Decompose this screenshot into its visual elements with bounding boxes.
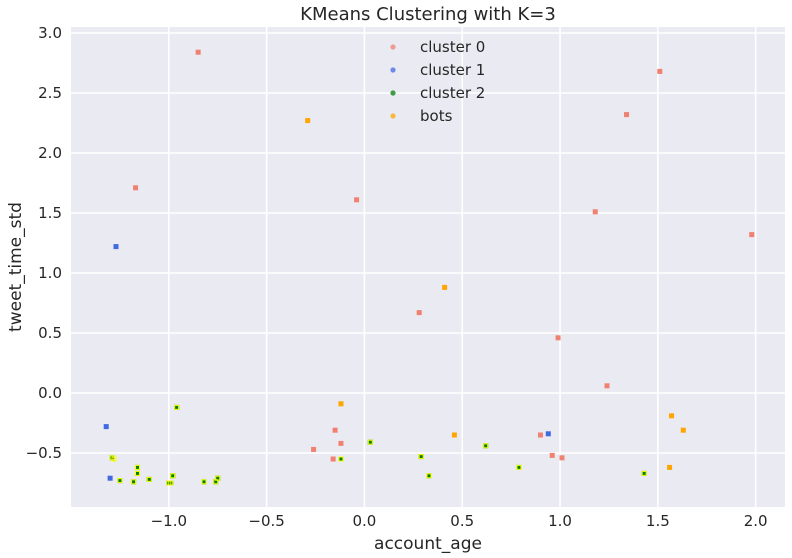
x-tick-label: 0.5 [450,512,474,530]
y-tick-label: −0.5 [26,444,62,462]
legend-marker [390,44,396,50]
point-series-2 [131,479,137,485]
y-tick-label: 2.0 [38,144,62,162]
point-series-2 [170,473,176,479]
y-tick-label: 0.5 [38,324,62,342]
x-tick-label: 0.0 [352,512,376,530]
point-series-0 [338,440,344,446]
point-series-3 [680,427,686,433]
point-series-2 [338,456,344,462]
point-series-0 [537,432,543,438]
point-series-1 [113,244,119,250]
point-series-2 [117,478,123,484]
point-series-1 [107,475,113,481]
x-axis-label: account_age [374,534,482,554]
point-series-2 [483,443,489,449]
legend-label: cluster 0 [420,38,485,56]
point-series-3 [669,413,675,419]
point-overlay [418,454,424,460]
point-series-0 [657,68,663,74]
x-tick-label: −0.5 [248,512,284,530]
plot-background [71,27,785,507]
y-tick-label: 1.0 [38,264,62,282]
legend-marker [390,90,396,96]
point-series-3 [338,401,344,407]
point-series-3 [442,284,448,290]
point-overlay [135,470,141,476]
point-series-2 [174,404,180,410]
point-series-0 [332,427,338,433]
point-series-0 [195,49,201,55]
x-tick-label: 2.0 [744,512,768,530]
point-series-0 [133,185,139,191]
point-overlay [201,479,207,485]
point-overlay [170,473,176,479]
point-series-0 [416,310,422,316]
y-tick-labels: −0.5 0.0 0.5 1.0 1.5 2.0 2.5 3.0 [26,24,62,462]
point-series-0 [555,335,561,341]
y-tick-label: 1.5 [38,204,62,222]
point-series-3 [305,118,311,124]
point-overlay [166,480,172,486]
point-overlay [367,439,373,445]
point-series-1 [103,424,109,430]
point-series-2 [213,479,219,485]
point-series-0 [330,456,336,462]
x-tick-label: −1.0 [151,512,187,530]
point-overlay [516,464,522,470]
point-series-0 [559,455,565,461]
legend-label: bots [420,107,453,125]
point-overlay [146,476,152,482]
y-tick-label: 3.0 [38,24,62,42]
legend-marker [390,67,396,73]
point-series-2 [516,464,522,470]
legend-label: cluster 1 [420,61,485,79]
chart-title: KMeans Clustering with K=3 [300,4,556,25]
legend-label: cluster 2 [420,84,485,102]
point-series-1 [545,431,551,437]
grid-lines [71,27,785,507]
point-overlay [174,404,180,410]
point-series-2 [135,470,141,476]
point-series-2 [215,475,221,481]
point-overlay [215,475,221,481]
y-tick-label: 0.0 [38,384,62,402]
legend-marker [390,113,396,119]
x-tick-labels: −1.0 −0.5 0.0 0.5 1.0 1.5 2.0 [151,512,768,530]
point-series-0 [592,209,598,215]
legend: cluster 0 cluster 1 cluster 2 bots [390,38,485,125]
point-overlay [111,456,117,462]
point-series-2 [201,479,207,485]
point-overlay [426,473,432,479]
point-series-2 [146,476,152,482]
point-series-0 [749,232,755,238]
point-overlay [131,479,137,485]
data-points [103,49,755,486]
y-tick-label: 2.5 [38,84,62,102]
point-overlay [483,443,489,449]
point-overlay [641,470,647,476]
point-overlay [117,478,123,484]
point-series-2 [135,464,141,470]
point-series-3 [451,432,457,438]
point-overlay [338,456,344,462]
point-series-0 [604,383,610,389]
point-series-2 [418,454,424,460]
point-series-2 [426,473,432,479]
point-series-0 [311,446,317,452]
point-series-0 [549,452,555,458]
point-series-0 [624,112,630,118]
x-tick-label: 1.5 [646,512,670,530]
y-axis-label: tweet_time_std [6,202,26,332]
point-series-0 [354,197,360,203]
point-series-2 [641,470,647,476]
point-series-2 [367,439,373,445]
x-tick-label: 1.0 [548,512,572,530]
point-overlay [135,464,141,470]
point-series-3 [667,464,673,470]
